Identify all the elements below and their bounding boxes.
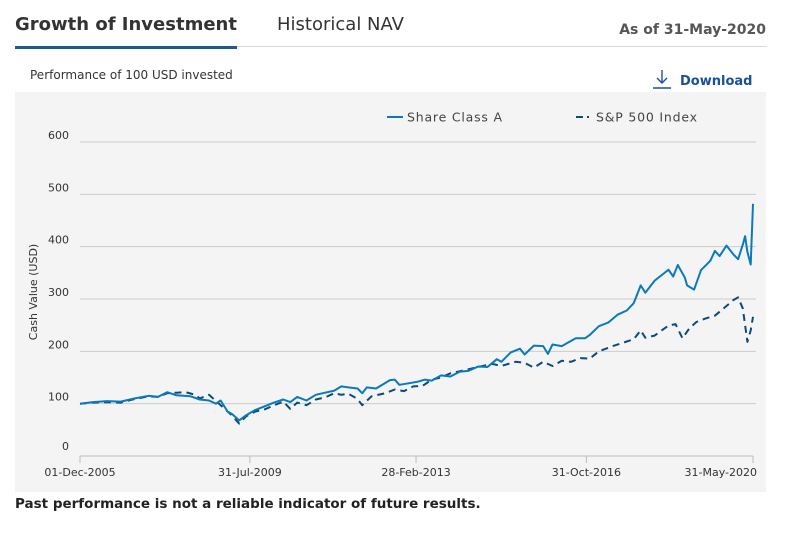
tab-bar: Growth of Investment Historical NAV	[15, 12, 767, 49]
chart-panel: 0 100 200 300 400 500 600 01-Dec-2005 31-Jul-20…	[15, 92, 766, 492]
tab-historical-nav[interactable]: Historical NAV	[277, 14, 404, 35]
grid-lines	[80, 141, 756, 405]
y-tick-label: 500	[48, 181, 69, 194]
y-tick-label: 100	[48, 391, 69, 404]
x-axis: 01-Dec-2005 31-Jul-2009 28-Feb-2013 31-Oct-…	[44, 455, 757, 479]
x-tick-label: 01-Dec-2005	[44, 466, 115, 479]
growth-chart: 0 100 200 300 400 500 600 01-Dec-2005 31-Jul-20…	[27, 110, 757, 480]
legend-share-class-a: Share Class A	[387, 110, 503, 125]
disclaimer: Past performance is not a reliable indic…	[15, 496, 481, 512]
y-axis-title: Cash Value (USD)	[27, 244, 40, 340]
series-lines	[79, 203, 754, 425]
y-tick-label: 300	[48, 286, 69, 299]
y-tick-label: 600	[48, 129, 69, 142]
chart-legend: Share Class A S&P 500 Index	[387, 110, 698, 125]
legend-label: Share Class A	[407, 110, 503, 125]
download-label: Download	[680, 74, 753, 89]
series-share-class-a-line	[79, 203, 754, 422]
legend-label: S&P 500 Index	[596, 110, 698, 125]
y-tick-labels: 0 100 200 300 400 500 600	[48, 129, 69, 453]
y-tick-label: 0	[62, 440, 69, 453]
as-of-date: As of 31-May-2020	[619, 22, 766, 38]
legend-sp500-index: S&P 500 Index	[576, 110, 698, 125]
chart-subtitle: Performance of 100 USD invested	[30, 68, 233, 82]
series-sp500-index-line	[79, 296, 754, 425]
y-tick-label: 400	[48, 234, 69, 247]
x-tick-label: 31-Jul-2009	[218, 466, 282, 479]
x-tick-label: 28-Feb-2013	[381, 466, 450, 479]
y-tick-label: 200	[48, 338, 69, 351]
download-arrow-icon	[653, 70, 671, 89]
tab-growth-of-investment[interactable]: Growth of Investment	[15, 14, 237, 49]
x-tick-label: 31-May-2020	[685, 466, 757, 479]
x-tick-label: 31-Oct-2016	[552, 466, 621, 479]
